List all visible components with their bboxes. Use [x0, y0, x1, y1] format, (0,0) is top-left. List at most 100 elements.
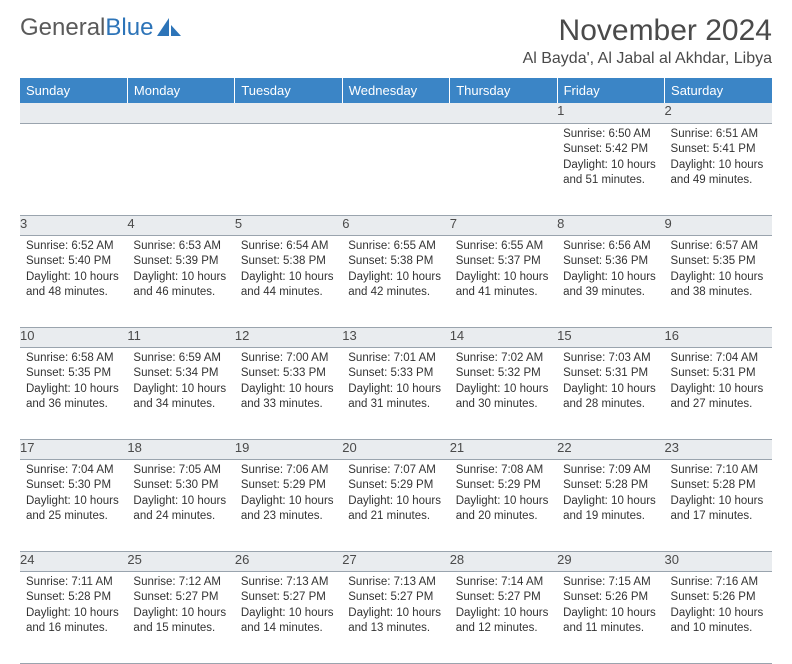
day-details: Sunrise: 6:51 AMSunset: 5:41 PMDaylight:… — [665, 124, 772, 192]
day-data-row: Sunrise: 6:52 AMSunset: 5:40 PMDaylight:… — [20, 235, 772, 327]
weekday-header: Thursday — [450, 78, 557, 103]
day-number-cell: 15 — [557, 327, 664, 347]
day-number-cell: 14 — [450, 327, 557, 347]
day-data-cell: Sunrise: 7:11 AMSunset: 5:28 PMDaylight:… — [20, 571, 127, 663]
day-data-cell: Sunrise: 7:10 AMSunset: 5:28 PMDaylight:… — [665, 459, 772, 551]
day-data-cell: Sunrise: 7:01 AMSunset: 5:33 PMDaylight:… — [342, 347, 449, 439]
day-number-cell: 20 — [342, 439, 449, 459]
day-details: Sunrise: 7:09 AMSunset: 5:28 PMDaylight:… — [557, 460, 664, 528]
day-data-cell: Sunrise: 7:13 AMSunset: 5:27 PMDaylight:… — [235, 571, 342, 663]
day-data-cell: Sunrise: 7:04 AMSunset: 5:30 PMDaylight:… — [20, 459, 127, 551]
day-details: Sunrise: 7:13 AMSunset: 5:27 PMDaylight:… — [235, 572, 342, 640]
brand-part1: General — [20, 14, 105, 42]
day-number-row: 24252627282930 — [20, 551, 772, 571]
day-data-cell: Sunrise: 7:13 AMSunset: 5:27 PMDaylight:… — [342, 571, 449, 663]
day-number-cell: 30 — [665, 551, 772, 571]
day-data-cell — [342, 123, 449, 215]
day-data-cell — [450, 123, 557, 215]
weekday-header: Saturday — [665, 78, 772, 103]
day-details: Sunrise: 7:00 AMSunset: 5:33 PMDaylight:… — [235, 348, 342, 416]
day-details: Sunrise: 7:13 AMSunset: 5:27 PMDaylight:… — [342, 572, 449, 640]
day-details: Sunrise: 7:15 AMSunset: 5:26 PMDaylight:… — [557, 572, 664, 640]
day-details: Sunrise: 7:08 AMSunset: 5:29 PMDaylight:… — [450, 460, 557, 528]
day-data-cell: Sunrise: 7:07 AMSunset: 5:29 PMDaylight:… — [342, 459, 449, 551]
day-details: Sunrise: 7:04 AMSunset: 5:31 PMDaylight:… — [665, 348, 772, 416]
day-data-cell: Sunrise: 6:53 AMSunset: 5:39 PMDaylight:… — [127, 235, 234, 327]
day-data-cell: Sunrise: 6:59 AMSunset: 5:34 PMDaylight:… — [127, 347, 234, 439]
day-details: Sunrise: 7:05 AMSunset: 5:30 PMDaylight:… — [127, 460, 234, 528]
day-number-cell: 29 — [557, 551, 664, 571]
day-data-cell: Sunrise: 7:08 AMSunset: 5:29 PMDaylight:… — [450, 459, 557, 551]
day-number-cell: 6 — [342, 215, 449, 235]
day-number-cell: 8 — [557, 215, 664, 235]
day-data-cell: Sunrise: 7:04 AMSunset: 5:31 PMDaylight:… — [665, 347, 772, 439]
day-data-cell: Sunrise: 7:06 AMSunset: 5:29 PMDaylight:… — [235, 459, 342, 551]
brand-logo: GeneralBlue — [20, 14, 183, 42]
day-data-cell: Sunrise: 6:58 AMSunset: 5:35 PMDaylight:… — [20, 347, 127, 439]
weekday-header: Friday — [557, 78, 664, 103]
day-details: Sunrise: 6:59 AMSunset: 5:34 PMDaylight:… — [127, 348, 234, 416]
day-details: Sunrise: 7:14 AMSunset: 5:27 PMDaylight:… — [450, 572, 557, 640]
day-data-cell: Sunrise: 6:52 AMSunset: 5:40 PMDaylight:… — [20, 235, 127, 327]
day-number-cell: 27 — [342, 551, 449, 571]
day-number-cell: 9 — [665, 215, 772, 235]
day-details: Sunrise: 7:01 AMSunset: 5:33 PMDaylight:… — [342, 348, 449, 416]
day-data-cell: Sunrise: 7:14 AMSunset: 5:27 PMDaylight:… — [450, 571, 557, 663]
day-data-cell: Sunrise: 6:55 AMSunset: 5:38 PMDaylight:… — [342, 235, 449, 327]
day-data-cell: Sunrise: 7:02 AMSunset: 5:32 PMDaylight:… — [450, 347, 557, 439]
day-number-cell — [342, 103, 449, 123]
day-details: Sunrise: 6:50 AMSunset: 5:42 PMDaylight:… — [557, 124, 664, 192]
day-number-cell: 17 — [20, 439, 127, 459]
weekday-header-row: SundayMondayTuesdayWednesdayThursdayFrid… — [20, 78, 772, 103]
location-text: Al Bayda', Al Jabal al Akhdar, Libya — [523, 50, 772, 68]
weekday-header: Monday — [127, 78, 234, 103]
month-title: November 2024 — [523, 14, 772, 48]
weekday-header: Wednesday — [342, 78, 449, 103]
day-number-cell: 13 — [342, 327, 449, 347]
day-data-cell: Sunrise: 7:05 AMSunset: 5:30 PMDaylight:… — [127, 459, 234, 551]
day-details: Sunrise: 6:54 AMSunset: 5:38 PMDaylight:… — [235, 236, 342, 304]
brand-part2: Blue — [105, 14, 153, 42]
day-details: Sunrise: 6:52 AMSunset: 5:40 PMDaylight:… — [20, 236, 127, 304]
day-data-cell: Sunrise: 6:50 AMSunset: 5:42 PMDaylight:… — [557, 123, 664, 215]
day-details: Sunrise: 6:53 AMSunset: 5:39 PMDaylight:… — [127, 236, 234, 304]
day-number-cell: 19 — [235, 439, 342, 459]
day-data-cell — [127, 123, 234, 215]
day-details: Sunrise: 6:58 AMSunset: 5:35 PMDaylight:… — [20, 348, 127, 416]
day-number-cell: 5 — [235, 215, 342, 235]
day-data-cell: Sunrise: 7:16 AMSunset: 5:26 PMDaylight:… — [665, 571, 772, 663]
day-data-cell: Sunrise: 6:56 AMSunset: 5:36 PMDaylight:… — [557, 235, 664, 327]
day-data-cell: Sunrise: 7:00 AMSunset: 5:33 PMDaylight:… — [235, 347, 342, 439]
day-number-row: 17181920212223 — [20, 439, 772, 459]
day-details: Sunrise: 6:56 AMSunset: 5:36 PMDaylight:… — [557, 236, 664, 304]
day-details: Sunrise: 7:11 AMSunset: 5:28 PMDaylight:… — [20, 572, 127, 640]
day-details: Sunrise: 7:03 AMSunset: 5:31 PMDaylight:… — [557, 348, 664, 416]
day-number-row: 12 — [20, 103, 772, 123]
title-block: November 2024 Al Bayda', Al Jabal al Akh… — [523, 14, 772, 68]
day-data-cell: Sunrise: 7:15 AMSunset: 5:26 PMDaylight:… — [557, 571, 664, 663]
day-data-cell — [235, 123, 342, 215]
weekday-header: Sunday — [20, 78, 127, 103]
day-details: Sunrise: 7:16 AMSunset: 5:26 PMDaylight:… — [665, 572, 772, 640]
day-data-cell: Sunrise: 6:51 AMSunset: 5:41 PMDaylight:… — [665, 123, 772, 215]
day-number-cell: 22 — [557, 439, 664, 459]
day-number-cell: 23 — [665, 439, 772, 459]
day-details: Sunrise: 7:10 AMSunset: 5:28 PMDaylight:… — [665, 460, 772, 528]
day-number-cell: 11 — [127, 327, 234, 347]
day-data-cell: Sunrise: 7:12 AMSunset: 5:27 PMDaylight:… — [127, 571, 234, 663]
day-data-cell: Sunrise: 6:54 AMSunset: 5:38 PMDaylight:… — [235, 235, 342, 327]
day-details: Sunrise: 6:55 AMSunset: 5:38 PMDaylight:… — [342, 236, 449, 304]
day-data-row: Sunrise: 7:04 AMSunset: 5:30 PMDaylight:… — [20, 459, 772, 551]
day-number-cell — [235, 103, 342, 123]
day-number-cell: 26 — [235, 551, 342, 571]
day-number-cell: 7 — [450, 215, 557, 235]
day-data-cell: Sunrise: 6:57 AMSunset: 5:35 PMDaylight:… — [665, 235, 772, 327]
day-number-cell: 21 — [450, 439, 557, 459]
day-data-cell: Sunrise: 7:03 AMSunset: 5:31 PMDaylight:… — [557, 347, 664, 439]
day-number-cell: 16 — [665, 327, 772, 347]
day-details: Sunrise: 6:55 AMSunset: 5:37 PMDaylight:… — [450, 236, 557, 304]
day-number-cell — [20, 103, 127, 123]
day-details: Sunrise: 7:02 AMSunset: 5:32 PMDaylight:… — [450, 348, 557, 416]
day-details: Sunrise: 7:07 AMSunset: 5:29 PMDaylight:… — [342, 460, 449, 528]
day-number-cell — [450, 103, 557, 123]
